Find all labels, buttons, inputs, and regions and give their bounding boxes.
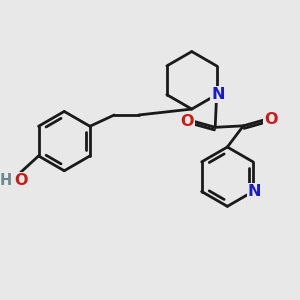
Text: N: N xyxy=(248,184,261,199)
Text: N: N xyxy=(212,87,225,102)
Text: O: O xyxy=(264,112,278,128)
Text: O: O xyxy=(181,114,194,129)
Text: H: H xyxy=(0,173,12,188)
Text: O: O xyxy=(14,173,28,188)
